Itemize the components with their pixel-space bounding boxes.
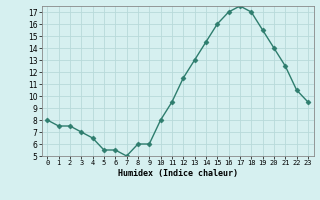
X-axis label: Humidex (Indice chaleur): Humidex (Indice chaleur) bbox=[118, 169, 237, 178]
